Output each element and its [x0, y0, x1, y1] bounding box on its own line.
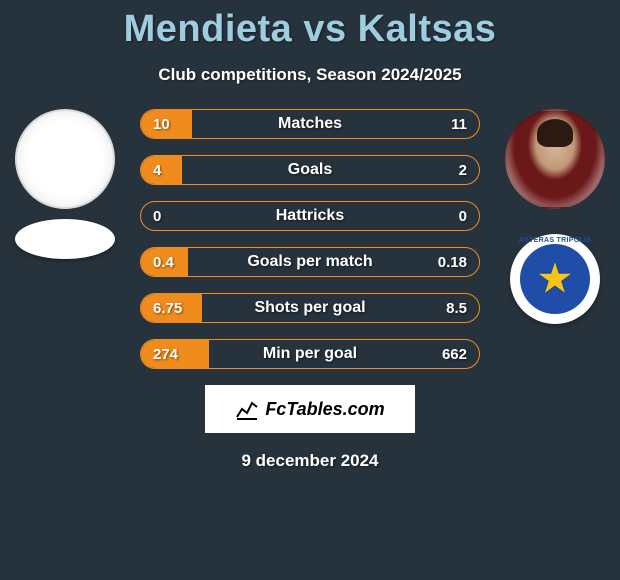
stat-row: 0 Hattricks 0	[140, 201, 480, 231]
stat-row: 274 Min per goal 662	[140, 339, 480, 369]
stat-row: 10 Matches 11	[140, 109, 480, 139]
stat-label: Matches	[278, 115, 342, 133]
stat-row: 0.4 Goals per match 0.18	[140, 247, 480, 277]
stat-right-value: 8.5	[446, 300, 467, 317]
right-club-badge-label: ASTERAS TRIPOLIS	[510, 237, 600, 244]
stat-right-value: 0	[459, 208, 467, 225]
left-player-column	[5, 109, 125, 259]
stat-label: Shots per goal	[254, 299, 365, 317]
stats-table: 10 Matches 11 4 Goals 2 0 Hattricks 0 0.4 Goals pe…	[140, 109, 480, 369]
stat-label: Goals	[288, 161, 332, 179]
stat-label: Goals per match	[247, 253, 372, 271]
stat-row: 4 Goals 2	[140, 155, 480, 185]
stat-left-value: 10	[153, 116, 170, 133]
brand-text: FcTables.com	[265, 399, 384, 420]
stat-left-value: 0.4	[153, 254, 174, 271]
stat-label: Hattricks	[276, 207, 344, 225]
page-title: Mendieta vs Kaltsas	[0, 0, 620, 51]
stat-left-value: 4	[153, 162, 161, 179]
stat-right-value: 2	[459, 162, 467, 179]
subtitle: Club competitions, Season 2024/2025	[0, 65, 620, 85]
stat-left-value: 6.75	[153, 300, 182, 317]
stat-left-value: 274	[153, 346, 178, 363]
date-label: 9 december 2024	[0, 451, 620, 471]
right-player-column: ASTERAS TRIPOLIS	[500, 109, 610, 324]
chart-line-icon	[235, 397, 259, 421]
comparison-content: ASTERAS TRIPOLIS 10 Matches 11 4 Goals 2 0 Hatt…	[0, 109, 620, 471]
stat-right-value: 662	[442, 346, 467, 363]
right-player-photo	[505, 109, 605, 209]
stat-left-value: 0	[153, 208, 161, 225]
stat-right-value: 11	[451, 116, 467, 133]
left-club-badge	[15, 219, 115, 259]
stat-row: 6.75 Shots per goal 8.5	[140, 293, 480, 323]
stat-label: Min per goal	[263, 345, 357, 363]
right-club-badge: ASTERAS TRIPOLIS	[510, 234, 600, 324]
stat-right-value: 0.18	[438, 254, 467, 271]
left-player-photo	[15, 109, 115, 209]
brand-box: FcTables.com	[205, 385, 415, 433]
